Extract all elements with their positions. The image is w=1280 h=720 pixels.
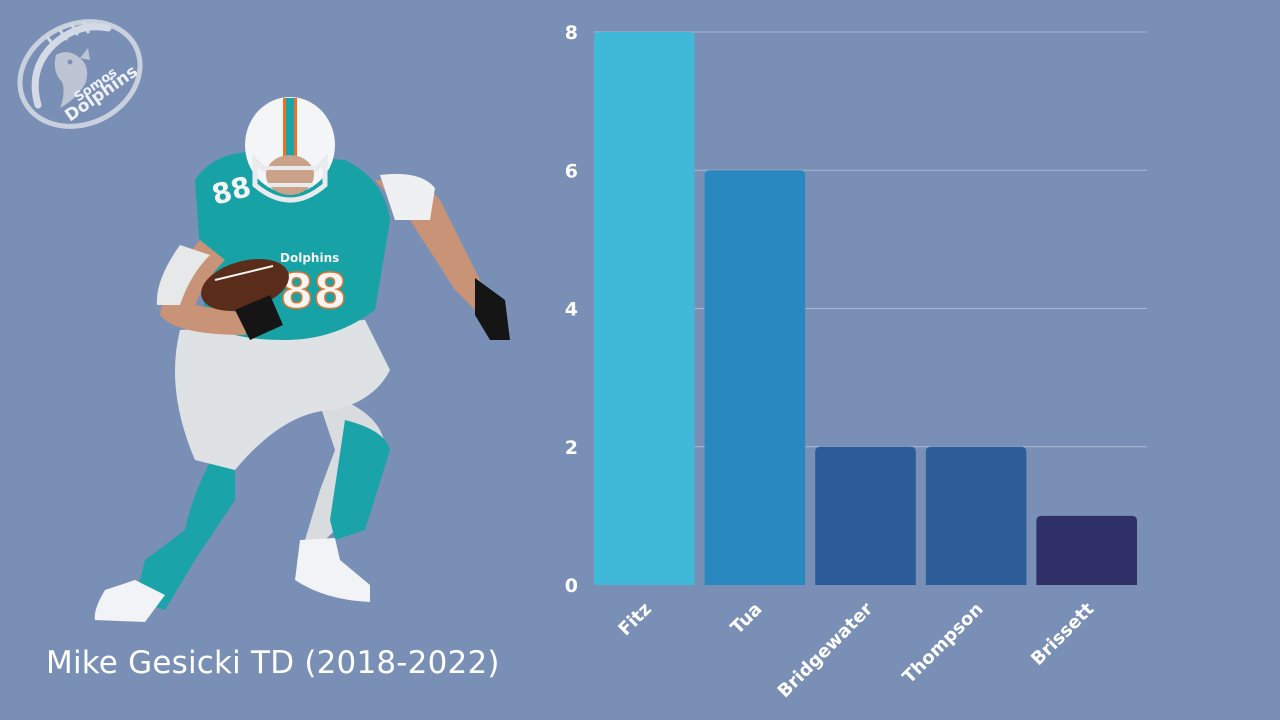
somos-dolphins-logo-icon: Somos Dolphins <box>17 19 143 129</box>
y-tick-label: 0 <box>565 575 578 597</box>
bar-bridgewater <box>815 446 916 585</box>
x-tick-label: Tua <box>727 599 767 639</box>
x-tick-label: Thompson <box>899 599 988 688</box>
x-tick-label: Brissett <box>1027 598 1098 669</box>
y-tick-label: 8 <box>565 22 578 44</box>
x-tick-label: Fitz <box>614 599 655 640</box>
x-tick-label: Bridgewater <box>774 599 877 702</box>
jersey-number-chest: 88 <box>280 264 347 320</box>
y-axis: 0 2 4 6 8 <box>565 22 578 597</box>
bar-brissett <box>1036 515 1137 585</box>
y-tick-label: 6 <box>565 160 578 182</box>
bar-fitz <box>594 32 695 585</box>
bar-tua <box>704 170 806 585</box>
x-axis: Fitz Tua Bridgewater Thompson Brissett <box>614 598 1098 702</box>
bars <box>594 32 1137 585</box>
football-player-icon: 88 Dolphins 88 <box>94 97 510 622</box>
jersey-team-text: Dolphins <box>280 251 339 265</box>
y-tick-label: 2 <box>565 437 578 459</box>
y-tick-label: 4 <box>565 299 578 321</box>
chart-caption: Mike Gesicki TD (2018-2022) <box>46 645 500 681</box>
bar-thompson <box>925 446 1027 585</box>
